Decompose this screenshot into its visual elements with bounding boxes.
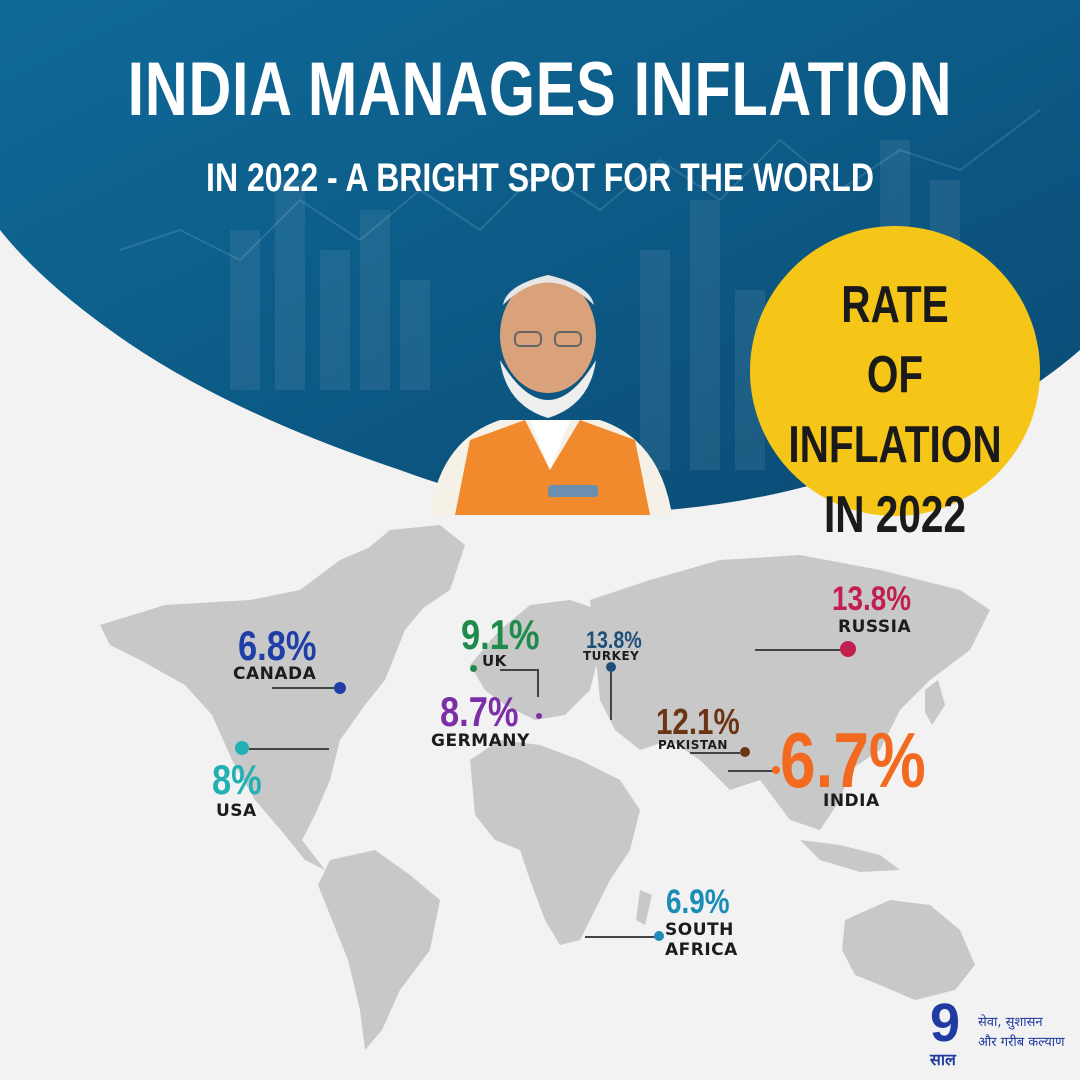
- greenland-shape: [360, 525, 465, 610]
- russia-label: RUSSIA: [838, 617, 912, 637]
- uk-rate: 9.1%: [461, 611, 540, 658]
- usa-marker: [235, 741, 249, 755]
- australia-shape: [842, 900, 975, 1000]
- russia-rate: 13.8%: [832, 580, 912, 618]
- usa-leader-line: [249, 748, 329, 750]
- south-africa-label-line-2: AFRICA: [665, 940, 738, 960]
- chart-line-decoration: [119, 109, 1041, 262]
- uk-label: UK: [482, 652, 507, 670]
- south-africa-label-line-1: SOUTH: [665, 920, 734, 940]
- canada-marker: [334, 682, 346, 694]
- pakistan-marker: [740, 747, 750, 757]
- north-america-shape: [100, 540, 440, 870]
- asia-shape: [590, 555, 990, 830]
- logo-tagline-2: और गरीब कल्याण: [978, 1035, 1065, 1050]
- logo-word: साल: [930, 1050, 956, 1069]
- pakistan-label: PAKISTAN: [658, 738, 728, 752]
- canada-leader-line: [272, 687, 338, 689]
- south-america-shape: [318, 850, 440, 1050]
- south-africa-rate: 6.9%: [666, 883, 730, 921]
- uk-leader-line: [500, 669, 538, 671]
- africa-shape: [470, 740, 640, 945]
- uk-marker: [470, 665, 477, 672]
- badge-line-3: IN 2022: [823, 486, 967, 544]
- badge-text: RATE OF INFLATION IN 2022: [782, 270, 1008, 550]
- germany-label: GERMANY: [431, 731, 530, 751]
- page-title: INDIA MANAGES INFLATION: [127, 47, 953, 132]
- canada-label: CANADA: [233, 664, 317, 684]
- logo-numeral: 9: [930, 993, 961, 1053]
- rate-of-inflation-badge: RATE OF INFLATION IN 2022: [750, 226, 1040, 544]
- japan-shape: [925, 680, 945, 725]
- world-map: [100, 525, 990, 1050]
- germany-rate: 8.7%: [440, 688, 519, 735]
- russia-leader-line: [755, 649, 843, 651]
- south-africa-marker: [654, 931, 664, 941]
- turkey-leader-line: [610, 672, 612, 720]
- india-label: INDIA: [823, 791, 880, 811]
- india-leader-line: [728, 770, 774, 772]
- madagascar-shape: [636, 890, 652, 925]
- logo-tagline-1: सेवा, सुशासन: [978, 1015, 1043, 1030]
- germany-marker: [536, 713, 542, 719]
- uk-leader-line-vertical: [537, 669, 539, 697]
- page-subtitle: IN 2022 - A BRIGHT SPOT FOR THE WORLD: [206, 156, 874, 200]
- pakistan-leader-line: [690, 752, 740, 754]
- chart-bars-decoration: [230, 140, 960, 470]
- usa-rate: 8%: [212, 756, 262, 803]
- 9-saal-logo: 9 साल सेवा, सुशासन और गरीब कल्याण: [930, 993, 1070, 1070]
- turkey-rate: 13.8%: [586, 627, 642, 654]
- canada-rate: 6.8%: [238, 622, 317, 669]
- india-rate: 6.7%: [780, 716, 926, 804]
- uk-shape: [488, 635, 506, 668]
- badge-line-2: OF INFLATION: [788, 346, 1002, 474]
- usa-label: USA: [216, 801, 257, 821]
- turkey-label: TURKEY: [583, 649, 640, 663]
- turkey-marker: [606, 662, 616, 672]
- badge-line-1: RATE: [841, 276, 949, 334]
- europe-shape: [470, 600, 600, 720]
- south-africa-leader-line: [585, 936, 655, 938]
- india-marker: [772, 766, 780, 774]
- southeast-asia-islands-shape: [800, 840, 900, 872]
- leader-portrait: [430, 275, 672, 515]
- russia-marker: [840, 641, 856, 657]
- pakistan-rate: 12.1%: [656, 701, 740, 742]
